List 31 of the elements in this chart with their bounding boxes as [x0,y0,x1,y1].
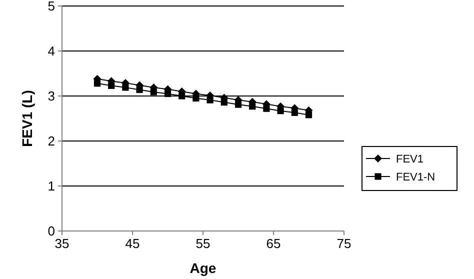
point [305,112,312,118]
x-tick-label: 75 [336,236,352,251]
y-tick-label: 3 [48,88,55,104]
point [164,90,172,98]
y-tick-label: 0 [48,224,55,239]
y-axis-title: FEV1 (L) [19,90,35,147]
point [94,80,101,87]
point [291,109,298,116]
y-tick-label: 5 [48,0,55,14]
x-tick-label: 65 [266,236,281,251]
y-tick-label: 2 [48,134,55,149]
x-tick-label: 35 [54,236,70,251]
point [234,101,242,108]
point [192,94,200,102]
legend-label: FEV1-N [396,171,436,184]
y-tick-label: 4 [48,44,55,59]
point [136,86,143,93]
point [150,88,157,96]
point [122,84,129,91]
y-tick-label: 1 [48,178,55,194]
point [220,99,228,106]
legend-label: FEV1 [396,153,424,166]
point [263,105,270,112]
x-axis-title: Age [190,260,216,276]
point [277,108,284,114]
x-tick-label: 45 [125,236,140,251]
point [249,103,256,110]
point [108,82,115,89]
point [206,96,214,104]
x-tick-label: 55 [196,236,210,251]
point [178,92,186,100]
